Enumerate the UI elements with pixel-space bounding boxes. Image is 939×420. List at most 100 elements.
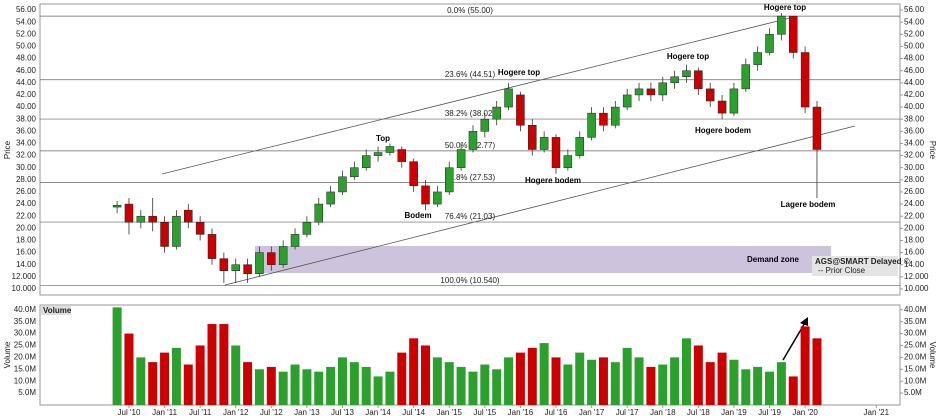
volume-bar: [563, 364, 573, 405]
volume-bar: [504, 357, 514, 405]
annotation: Hogere bodem: [525, 176, 581, 185]
y-tick-label: 52.00: [904, 29, 925, 38]
y-tick-label: 5.0M: [904, 388, 922, 397]
channel-line: [161, 17, 791, 175]
candle-body: [444, 167, 454, 193]
y-tick-label: 20.00: [904, 223, 925, 232]
volume-bar: [670, 357, 680, 405]
x-tick-label: Jan '16: [508, 408, 534, 417]
fib-label: 0.0% (55.00): [447, 6, 493, 15]
volume-bar: [765, 371, 775, 405]
y-tick-label: 42.00: [16, 90, 37, 99]
y-tick-label: 28.00: [904, 175, 925, 184]
y-tick-label: 22.00: [904, 211, 925, 220]
candle-body: [575, 137, 584, 156]
candle-body: [124, 203, 134, 223]
annotation: Hogere top: [667, 52, 709, 61]
candle-body: [195, 222, 205, 235]
y-tick-label: 5.0M: [18, 388, 36, 397]
volume-bar: [551, 357, 561, 405]
volume-bar: [468, 371, 478, 405]
candle-body: [658, 82, 668, 96]
y-tick-label: 34.00: [16, 139, 37, 148]
candle-body: [516, 94, 525, 126]
annotation: Hogere top: [498, 68, 540, 77]
candle-body: [741, 64, 751, 90]
candle-body: [788, 15, 798, 53]
volume-bar: [112, 307, 122, 405]
y-tick-label: 32.00: [16, 151, 37, 160]
candle-body: [812, 106, 822, 150]
fib-label: 61.8% (27.53): [445, 173, 496, 182]
x-tick-label: Jul '15: [473, 408, 496, 417]
x-tick-label: Jul '10: [118, 408, 141, 417]
x-tick-label: Jan '11: [152, 408, 178, 417]
y-tick-label: 10.0M: [14, 376, 37, 385]
volume-bar: [800, 326, 810, 405]
legend-label: AGS@SMART Delayed ©: [815, 257, 910, 266]
y-tick-label: 18.00: [904, 236, 925, 245]
y-tick-label: 38.00: [904, 114, 925, 123]
panel-title: Volume: [43, 306, 72, 315]
channel-line: [224, 125, 856, 286]
volume-bar: [409, 338, 419, 405]
volume-bar: [361, 366, 371, 405]
y-tick-label: 12.000: [904, 272, 929, 281]
candle-body: [160, 222, 169, 247]
candle-body: [705, 88, 715, 102]
volume-bar: [575, 352, 585, 405]
y-tick-label: 20.00: [16, 223, 37, 232]
candle-body: [480, 118, 490, 132]
volume-bar: [741, 369, 751, 405]
candle-body: [492, 106, 501, 120]
candle-body: [717, 100, 727, 114]
x-tick-label: Jan '12: [223, 408, 249, 417]
candle-body: [184, 209, 193, 223]
candle-body: [800, 52, 810, 108]
volume-bar: [373, 376, 383, 405]
volume-bar: [243, 362, 253, 405]
x-tick-label: Jul '17: [616, 408, 639, 417]
volume-bar: [160, 352, 170, 405]
y-tick-label: 18.00: [16, 236, 37, 245]
volume-bar: [776, 362, 786, 405]
candle-body: [409, 161, 418, 187]
fib-label: 100.0% (10.540): [440, 276, 499, 285]
candle-body: [456, 149, 466, 168]
volume-bar: [456, 366, 466, 405]
candle-body: [421, 185, 430, 205]
candle-body: [267, 252, 276, 265]
volume-bar: [622, 347, 632, 405]
y-tick-label: 48.00: [16, 54, 37, 63]
demand-zone: [255, 246, 831, 273]
volume-bar: [515, 352, 525, 405]
y-tick-label: 35.0M: [14, 317, 37, 326]
y-tick-label: 54.00: [904, 17, 925, 26]
candle-body: [373, 152, 383, 156]
volume-bar: [610, 362, 620, 405]
y-tick-label: 40.0M: [14, 305, 37, 314]
y-tick-label: 26.00: [16, 187, 37, 196]
annotation: Demand zone: [747, 255, 800, 264]
candle-body: [207, 234, 217, 259]
volume-bar: [539, 343, 549, 405]
volume-bar: [385, 371, 395, 405]
y-tick-label: 15.0M: [14, 364, 37, 373]
y-tick-label: 56.00: [904, 5, 925, 14]
y-tick-label: 25.0M: [904, 341, 927, 350]
x-tick-label: Jan '13: [294, 408, 320, 417]
y-tick-label: 36.00: [16, 126, 37, 135]
x-tick-label: Jan '15: [436, 408, 462, 417]
candle-body: [112, 205, 122, 208]
y-tick-label: 35.0M: [904, 317, 927, 326]
candle-body: [622, 94, 632, 108]
fib-label: 23.6% (44.51): [445, 70, 496, 79]
panel-label-bg: [41, 306, 71, 315]
y-tick-label: 24.00: [904, 199, 925, 208]
volume-bar: [444, 362, 454, 405]
volume-bar: [598, 357, 608, 405]
y-tick-label: 36.00: [904, 126, 925, 135]
y-tick-label: 16.00: [904, 248, 925, 257]
y-tick-label: 30.0M: [904, 329, 927, 338]
